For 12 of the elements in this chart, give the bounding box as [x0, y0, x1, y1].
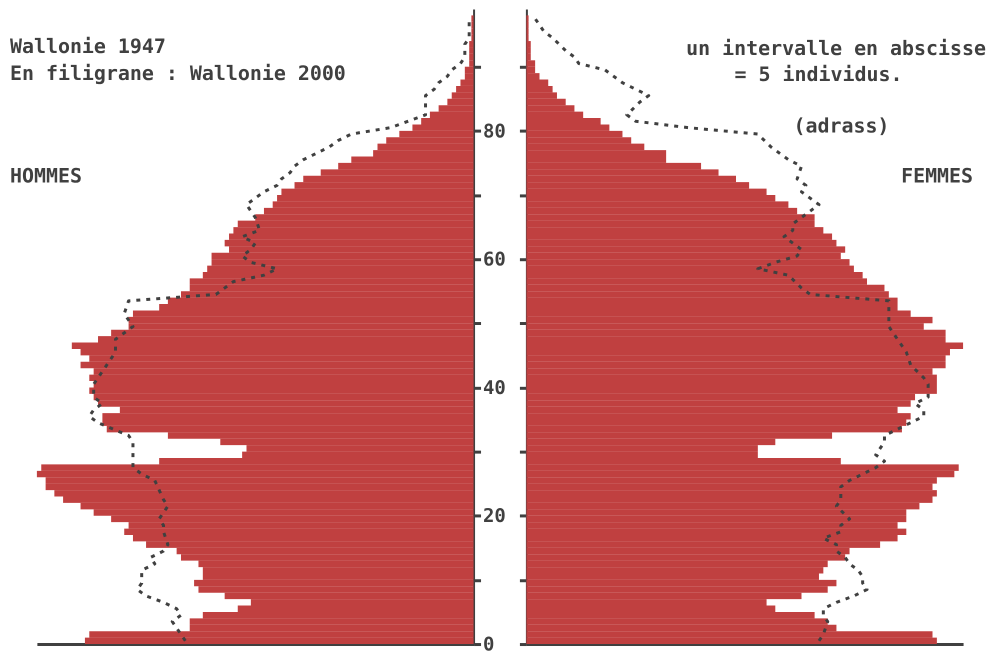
y-tick-label: 20 [483, 505, 506, 528]
annotation: En filigrane : Wallonie 2000 [10, 62, 346, 85]
annotation: Wallonie 1947 [10, 34, 166, 58]
annotation: FEMMES [901, 164, 974, 188]
y-tick-label: 60 [483, 248, 506, 271]
annotation: un intervalle en abscisse [686, 36, 986, 60]
annotation: (adrass) [793, 114, 890, 138]
annotation: = 5 individus. [734, 62, 902, 86]
y-tick-label: 80 [483, 120, 506, 142]
y-tick-label: 40 [483, 376, 506, 399]
annotation: HOMMES [10, 164, 82, 188]
y-tick-label: 0 [483, 634, 494, 652]
